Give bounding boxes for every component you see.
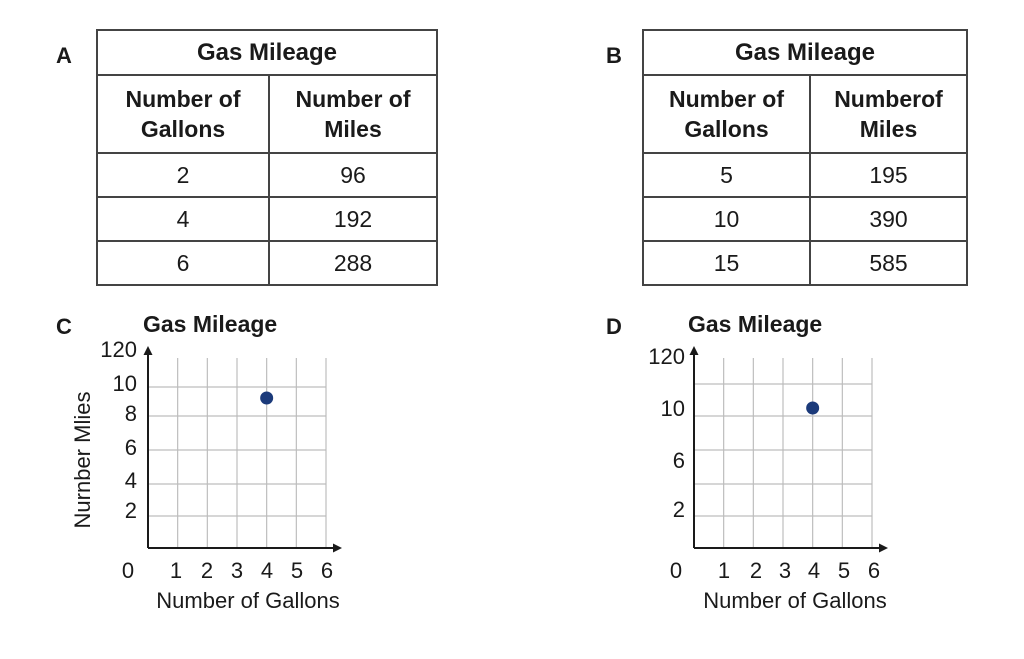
y-tick-label: 120: [100, 337, 137, 362]
y-tick-label: 120: [648, 344, 685, 369]
miles-cell: 96: [268, 152, 438, 198]
x-axis-arrow-icon: [333, 543, 342, 553]
panel-letter-c: C: [56, 314, 72, 339]
x-tick-label: 2: [201, 558, 213, 583]
data-point: [806, 401, 820, 415]
column-header-miles: Number of Miles: [268, 74, 438, 154]
table-row: 2 96: [96, 152, 438, 198]
column-header-miles: Numberof Miles: [809, 74, 968, 154]
miles-cell: 585: [809, 240, 968, 286]
column-header-gallons: Number of Gallons: [642, 74, 811, 154]
table-row: 4 192: [96, 196, 438, 242]
data-point: [260, 391, 274, 405]
gas-mileage-table-a: Gas Mileage Number of Gallons Number of Mi…: [96, 29, 438, 286]
x-tick-label: 3: [231, 558, 243, 583]
y-axis-arrow-icon: [143, 346, 153, 355]
table-title: Gas Mileage: [642, 29, 968, 76]
x-tick-label: 1: [170, 558, 182, 583]
column-header-gallons: Number of Gallons: [96, 74, 270, 154]
miles-cell: 288: [268, 240, 438, 286]
x-axis-arrow-icon: [879, 543, 888, 553]
gallons-cell: 5: [642, 152, 811, 198]
y-tick-label: 2: [125, 498, 137, 523]
gallons-cell: 6: [96, 240, 270, 286]
y-axis-arrow-icon: [689, 346, 699, 355]
y-tick-label: 6: [125, 435, 137, 460]
x-tick-label: 4: [808, 558, 820, 583]
table-row: 10 390: [642, 196, 968, 242]
y-tick-label: 10: [113, 371, 137, 396]
gallons-cell: 15: [642, 240, 811, 286]
table-row: 6 288: [96, 240, 438, 286]
gallons-cell: 10: [642, 196, 811, 242]
y-axis-label: Nurnber Mlies: [70, 392, 95, 529]
panel-letter-a: A: [56, 43, 72, 68]
x-tick-label: 0: [670, 558, 682, 583]
panel-letter-d: D: [606, 314, 622, 339]
y-tick-label: 8: [125, 401, 137, 426]
miles-cell: 195: [809, 152, 968, 198]
x-tick-label: 6: [868, 558, 880, 583]
x-tick-label: 1: [718, 558, 730, 583]
panel-letter-b: B: [606, 43, 622, 68]
table-title: Gas Mileage: [96, 29, 438, 76]
gallons-cell: 2: [96, 152, 270, 198]
gas-mileage-table-b: Gas Mileage Number of Gallons Numberof Mil…: [642, 29, 968, 286]
chart-title-d: Gas Mileage: [688, 311, 823, 337]
x-tick-label: 3: [779, 558, 791, 583]
y-tick-label: 10: [661, 396, 685, 421]
table-row: 5 195: [642, 152, 968, 198]
miles-cell: 390: [809, 196, 968, 242]
x-axis-label: Number of Gallons: [156, 588, 339, 613]
x-tick-label: 4: [261, 558, 273, 583]
x-axis-label: Number of Gallons: [703, 588, 886, 613]
miles-cell: 192: [268, 196, 438, 242]
chart-title-c: Gas Mileage: [143, 311, 278, 337]
gallons-cell: 4: [96, 196, 270, 242]
x-tick-label: 6: [321, 558, 333, 583]
y-tick-label: 2: [673, 497, 685, 522]
x-tick-label: 2: [750, 558, 762, 583]
y-tick-label: 6: [673, 448, 685, 473]
x-tick-label: 5: [838, 558, 850, 583]
x-tick-label: 5: [291, 558, 303, 583]
x-tick-label: 0: [122, 558, 134, 583]
table-row: 15 585: [642, 240, 968, 286]
y-tick-label: 4: [125, 468, 137, 493]
